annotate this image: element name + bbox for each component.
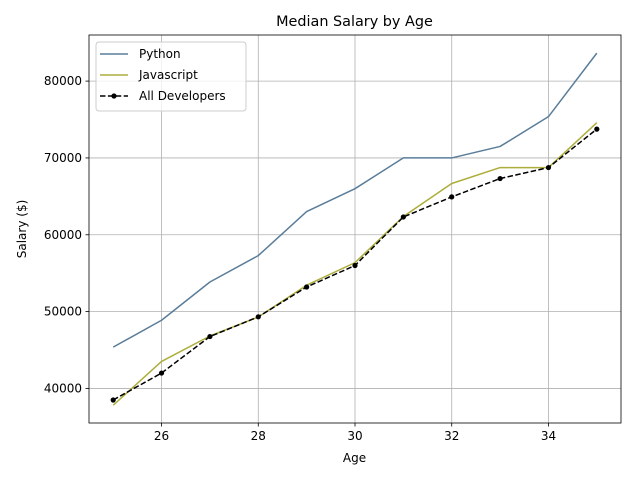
x-axis-label: Age <box>343 451 366 465</box>
x-tick-label-32: 32 <box>444 429 459 443</box>
data-point-all-developers-32 <box>449 194 455 200</box>
legend-label-python: Python <box>139 47 181 61</box>
data-point-all-developers-28 <box>255 314 261 320</box>
data-point-all-developers-27 <box>207 333 213 340</box>
data-point-all-developers-29 <box>304 284 310 290</box>
data-point-all-developers-30 <box>352 262 358 269</box>
x-tick-label-34: 34 <box>541 429 556 443</box>
legend-label-javascript: Javascript <box>138 68 198 82</box>
data-point-all-developers-31 <box>400 214 406 220</box>
x-axis: 26 28 30 32 34 <box>154 423 556 443</box>
data-point-all-developers-34 <box>545 164 552 171</box>
y-tick-label-70000: 70000 <box>44 151 82 165</box>
series-layer <box>110 52 600 406</box>
data-point-all-developers-35 <box>594 126 600 132</box>
y-axis-label: Salary ($) <box>15 200 29 259</box>
x-tick-label-30: 30 <box>347 429 362 443</box>
series-line-python <box>112 52 598 348</box>
legend-label-all-developers: All Developers <box>139 89 226 103</box>
chart-title: Median Salary by Age <box>276 14 433 30</box>
x-tick-label-28: 28 <box>251 429 266 443</box>
grid <box>89 35 621 423</box>
legend: Python Javascript All Developers <box>95 41 247 112</box>
data-point-all-developers-26 <box>158 370 165 376</box>
y-axis: 40000 50000 60000 70000 80000 <box>44 74 89 395</box>
y-tick-label-80000: 80000 <box>44 74 82 88</box>
x-tick-label-26: 26 <box>154 429 169 443</box>
series-line-javascript <box>112 122 598 406</box>
legend-box <box>95 41 247 112</box>
y-tick-label-50000: 50000 <box>44 305 82 319</box>
y-tick-label-40000: 40000 <box>44 381 82 395</box>
legend-marker-all-developers <box>111 93 117 99</box>
legend-items: Python Javascript All Developers <box>100 47 226 103</box>
data-point-all-developers-33 <box>497 175 503 182</box>
data-point-all-developers-25 <box>110 397 116 403</box>
y-tick-label-60000: 60000 <box>44 228 82 242</box>
